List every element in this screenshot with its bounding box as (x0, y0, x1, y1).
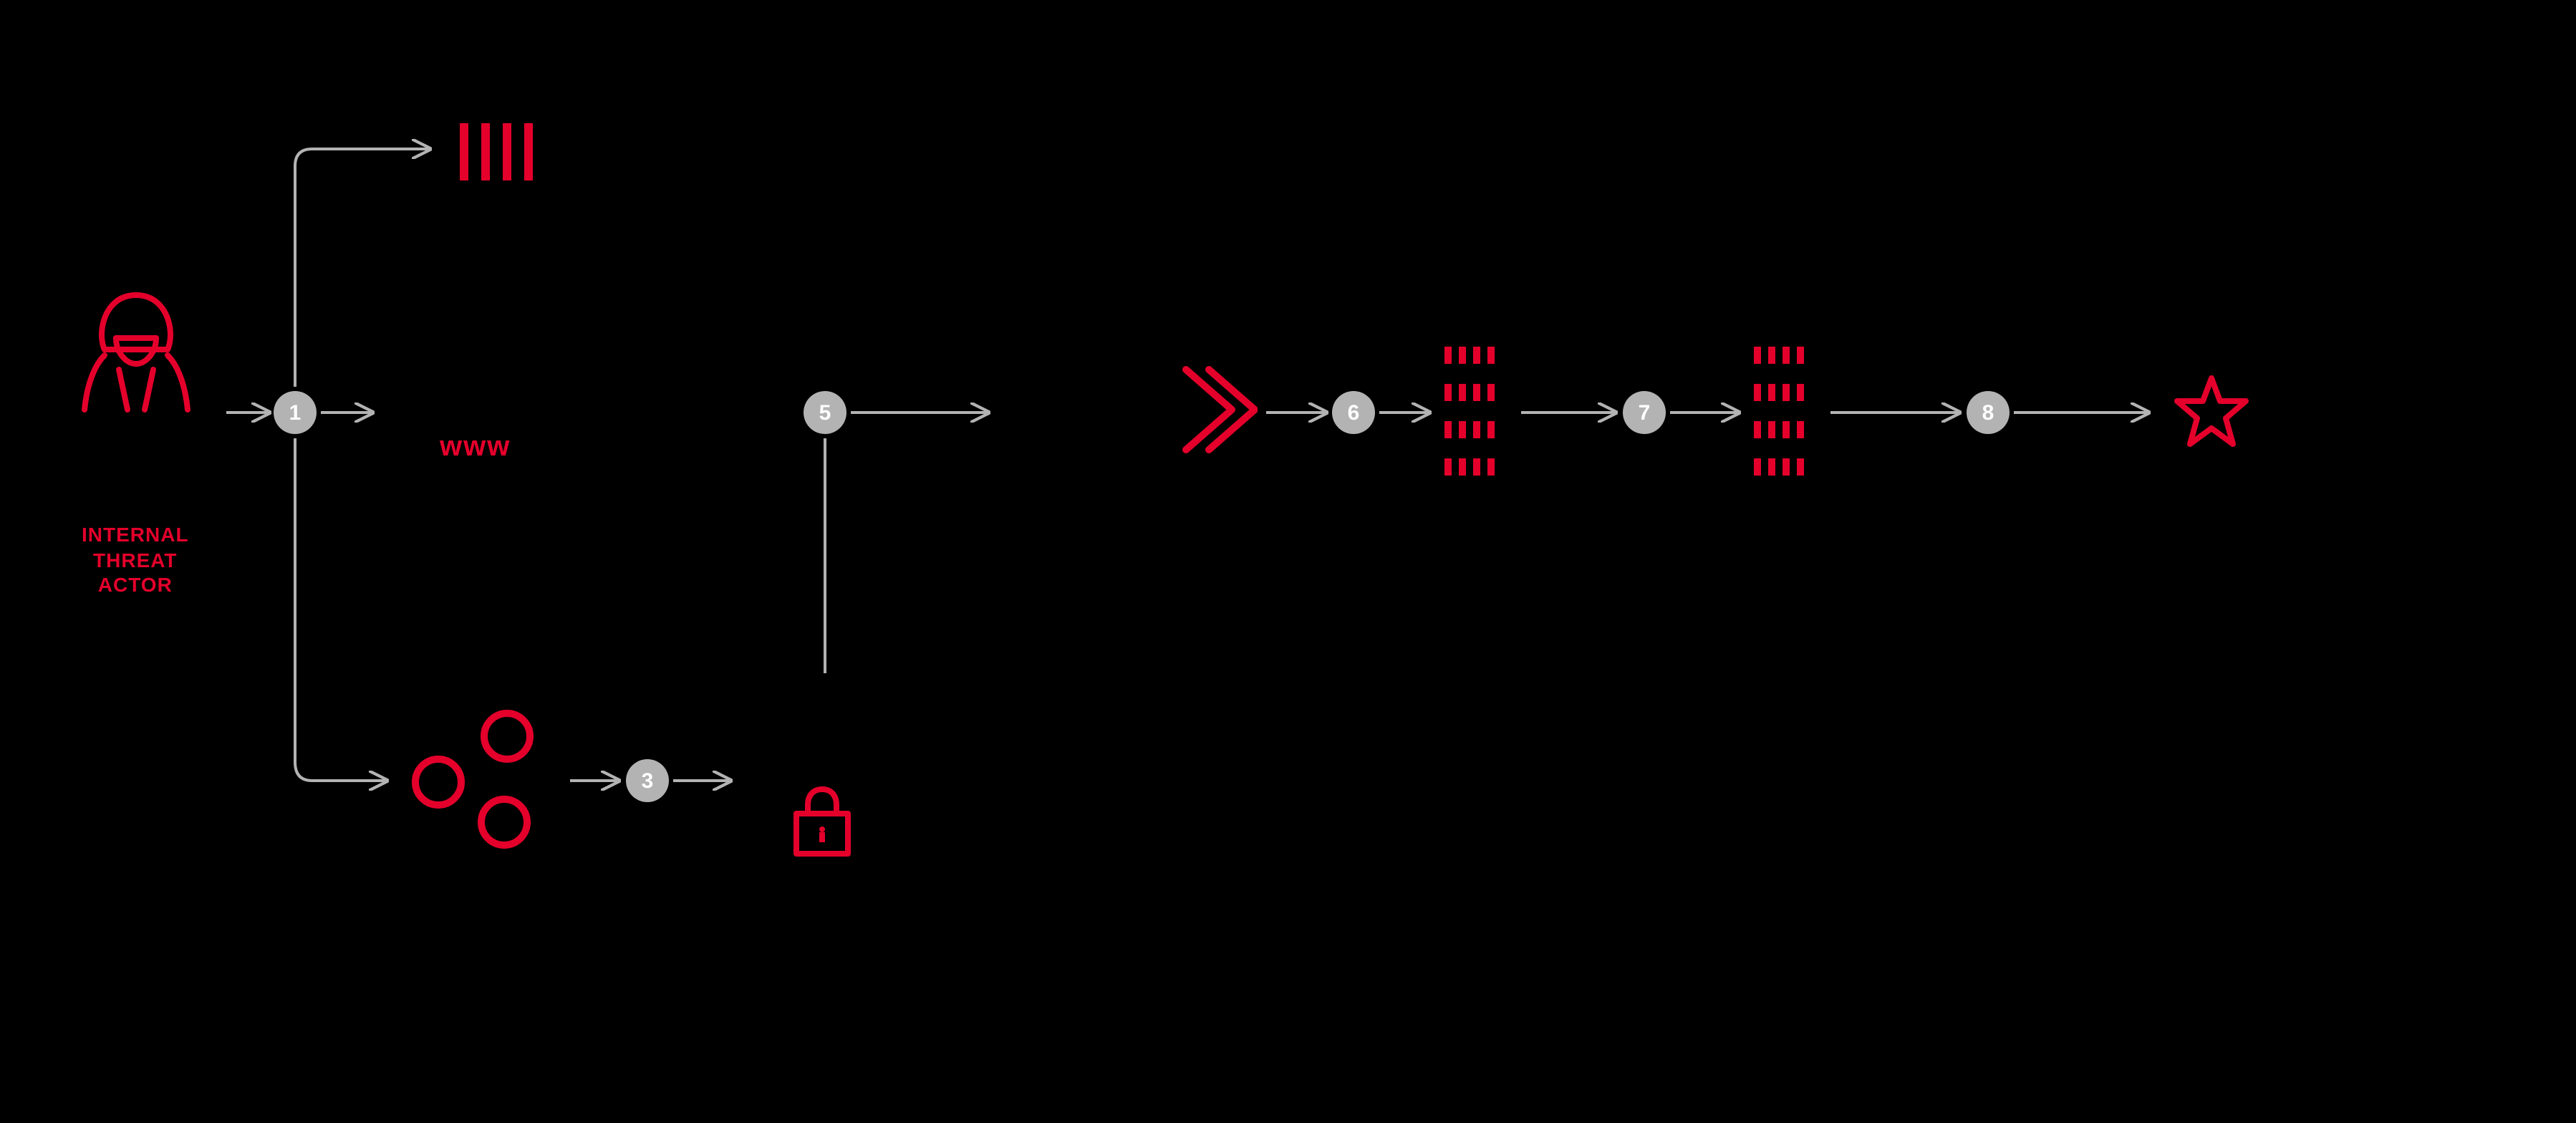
diagram-canvas: INTERNAL THREAT ACTOR 1 3 5 6 7 8 www (0, 0, 2575, 1123)
connectors (0, 0, 2575, 1123)
hooded-actor-icon (79, 286, 193, 415)
step-1: 1 (274, 391, 317, 434)
step-8: 8 (1967, 391, 2010, 434)
step-5: 5 (804, 391, 846, 434)
step-3: 3 (626, 759, 669, 802)
vertical-bars-icon (458, 123, 536, 180)
actor-label: INTERNAL THREAT ACTOR (82, 523, 189, 598)
star-icon (2174, 375, 2249, 450)
lock-icon (791, 785, 854, 859)
big-arrow-icon (1174, 361, 1258, 458)
three-circles-icon (404, 702, 561, 859)
dash-grid-icon-2 (1753, 344, 1813, 478)
step-7: 7 (1623, 391, 1666, 434)
www-label: www (440, 430, 511, 466)
dash-grid-icon-1 (1444, 344, 1504, 478)
step-6: 6 (1332, 391, 1375, 434)
